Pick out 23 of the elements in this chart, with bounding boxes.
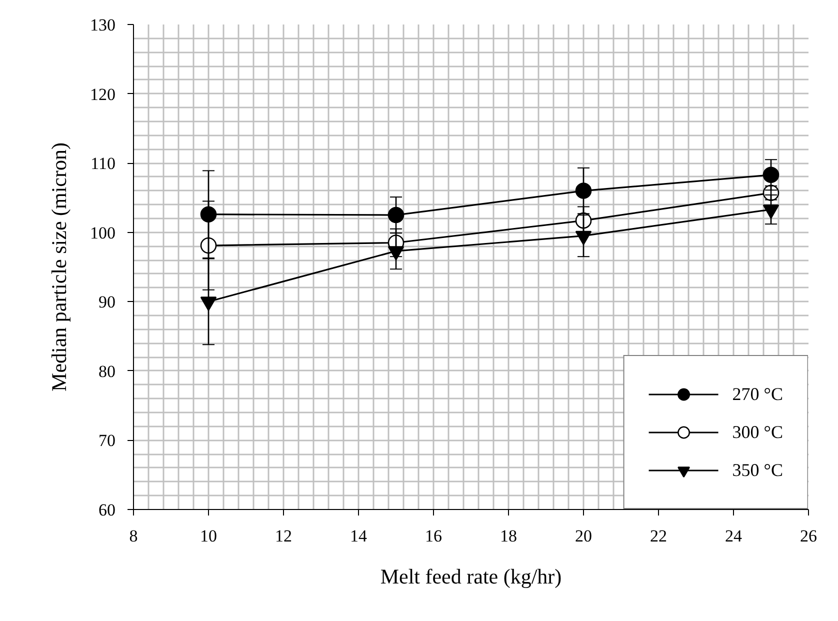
x-tick-label: 18: [500, 526, 517, 546]
legend-label: 300 °C: [732, 422, 783, 442]
y-tick-label: 70: [98, 431, 116, 450]
x-tick-label: 20: [575, 526, 592, 546]
x-tick-label: 8: [129, 526, 138, 546]
x-tick-label: 10: [200, 526, 217, 546]
y-axis-title: Median particle size (micron): [47, 142, 71, 392]
x-tick-label: 26: [800, 526, 817, 546]
y-tick-label: 90: [98, 292, 116, 312]
x-tick-label: 22: [650, 526, 667, 546]
y-tick-label: 80: [98, 362, 116, 381]
y-tick-label: 120: [90, 84, 116, 104]
x-tick-label: 24: [725, 526, 742, 546]
x-tick-label: 12: [275, 526, 292, 546]
x-axis-title: Melt feed rate (kg/hr): [380, 564, 562, 588]
x-tick-label: 14: [350, 526, 368, 546]
legend-label: 270 °C: [732, 384, 783, 404]
y-tick-label: 60: [98, 500, 116, 520]
x-tick-label: 16: [425, 526, 442, 546]
y-tick-label: 130: [90, 16, 116, 34]
legend-label: 350 °C: [732, 460, 783, 480]
y-tick-label: 110: [90, 154, 116, 174]
y-tick-label: 100: [90, 223, 116, 242]
